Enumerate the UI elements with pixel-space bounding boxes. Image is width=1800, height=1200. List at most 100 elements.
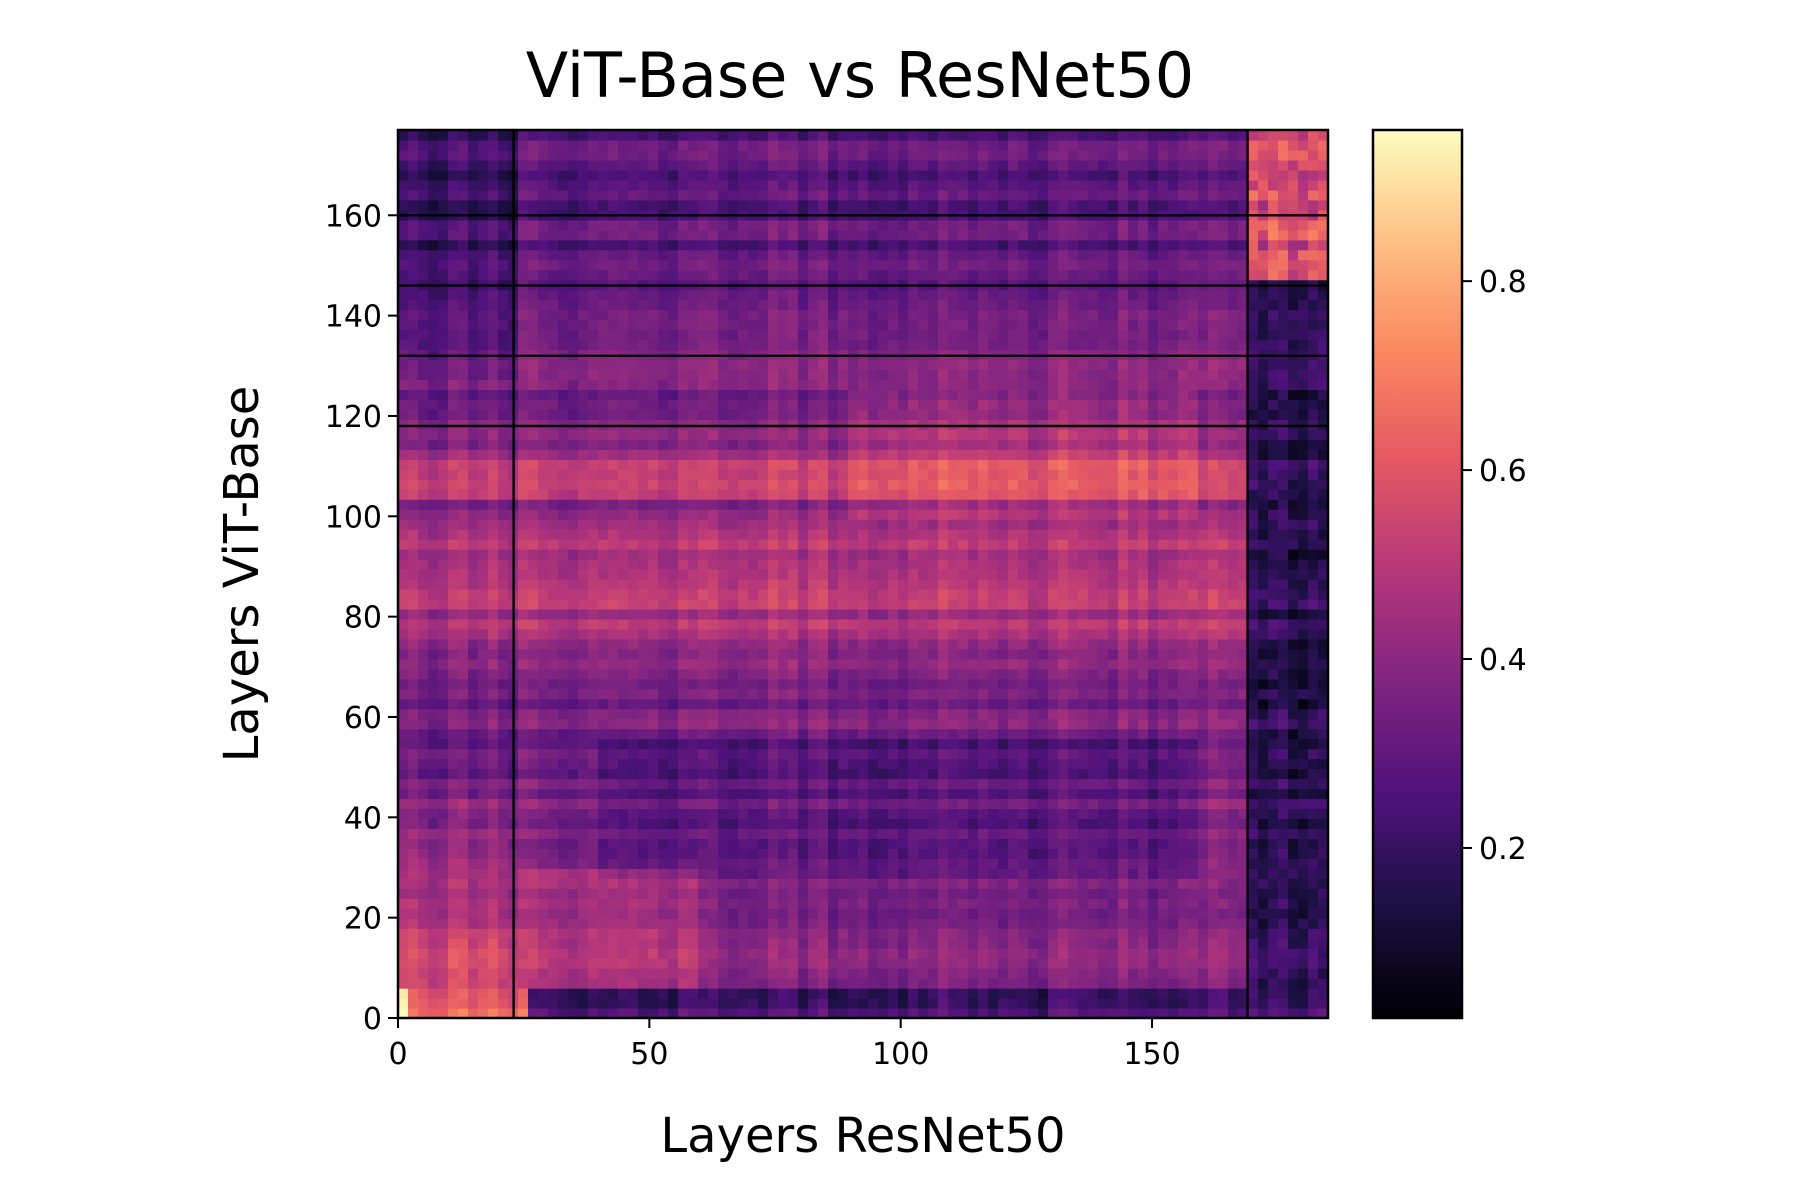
heatmap-cell [828, 668, 839, 680]
heatmap-cell [568, 798, 579, 810]
heatmap-cell [908, 968, 919, 979]
heatmap-cell [938, 938, 949, 949]
heatmap-cell [878, 738, 889, 750]
heatmap-cell [1078, 968, 1089, 979]
heatmap-cell [1278, 499, 1289, 510]
heatmap-cell [1078, 628, 1089, 640]
heatmap-cell [1098, 728, 1109, 740]
heatmap-cell [958, 618, 969, 630]
heatmap-cell [1188, 688, 1199, 700]
heatmap-cell [918, 618, 929, 630]
heatmap-cell [708, 838, 719, 849]
heatmap-cell [498, 738, 509, 750]
heatmap-cell [888, 778, 899, 790]
heatmap-cell [1208, 628, 1219, 640]
heatmap-cell [728, 968, 739, 979]
heatmap-cell [1088, 638, 1099, 650]
heatmap-cell [858, 578, 869, 590]
heatmap-cell [898, 818, 909, 830]
heatmap-cell [978, 618, 989, 630]
heatmap-cell [1188, 539, 1199, 550]
heatmap-cell [1158, 958, 1169, 969]
heatmap-cell [1058, 968, 1069, 979]
heatmap-cell [828, 818, 839, 830]
heatmap-cell [998, 588, 1009, 600]
heatmap-cell [1128, 1008, 1139, 1019]
heatmap-cell [1298, 678, 1309, 690]
heatmap-cell [1168, 529, 1179, 540]
heatmap-cell [1268, 529, 1279, 540]
heatmap-cell [928, 998, 939, 1009]
heatmap-cell [1298, 728, 1309, 740]
heatmap-cell [878, 928, 889, 939]
heatmap-cell [948, 668, 959, 680]
heatmap-cell [488, 958, 499, 969]
heatmap-cell [448, 489, 459, 500]
heatmap-cell [488, 968, 499, 979]
heatmap-cell [708, 588, 719, 600]
heatmap-cell [908, 628, 919, 640]
heatmap-cell [868, 529, 879, 540]
heatmap-cell [738, 838, 749, 849]
heatmap-cell [448, 638, 459, 650]
heatmap-cell [1278, 728, 1289, 740]
heatmap-cell [958, 838, 969, 849]
heatmap-cell [718, 768, 729, 780]
heatmap-cell [1058, 539, 1069, 550]
heatmap-cell [638, 858, 649, 869]
heatmap-cell [1108, 958, 1119, 969]
heatmap-cell [1038, 778, 1049, 790]
heatmap-cell [668, 559, 679, 570]
heatmap-cell [398, 638, 409, 650]
heatmap-cell [478, 958, 489, 969]
heatmap-cell [1088, 489, 1099, 500]
heatmap-cell [838, 509, 849, 520]
heatmap-cell [878, 588, 889, 600]
heatmap-cell [588, 968, 599, 979]
heatmap-cell [898, 918, 909, 929]
heatmap-cell [518, 968, 529, 979]
heatmap-cell [488, 569, 499, 580]
heatmap-cell [668, 748, 679, 760]
heatmap-cell [1278, 828, 1289, 840]
heatmap-cell [668, 988, 679, 999]
heatmap-cell [948, 578, 959, 590]
heatmap-cell [1298, 818, 1309, 830]
heatmap-cell [1088, 608, 1099, 620]
heatmap-cell [1258, 539, 1269, 550]
heatmap-cell [1088, 828, 1099, 840]
heatmap-cell [908, 958, 919, 969]
heatmap-cell [958, 798, 969, 810]
heatmap-cell [468, 898, 479, 909]
heatmap-cell [1158, 638, 1169, 650]
heatmap-cell [588, 569, 599, 580]
heatmap-cell [948, 1008, 959, 1019]
heatmap-cell [488, 838, 499, 849]
heatmap-cell [1238, 958, 1249, 969]
heatmap-cell [588, 598, 599, 610]
heatmap-cell [1218, 998, 1229, 1009]
heatmap-cell [768, 908, 779, 919]
heatmap-cell [1268, 898, 1279, 909]
heatmap-cell [938, 708, 949, 720]
heatmap-cell [678, 688, 689, 700]
heatmap-cell [1108, 818, 1119, 830]
heatmap-cell [898, 598, 909, 610]
heatmap-cell [768, 638, 779, 650]
heatmap-cell [408, 878, 419, 889]
heatmap-cell [1198, 519, 1209, 530]
heatmap-cell [438, 958, 449, 969]
heatmap-cell [588, 608, 599, 620]
heatmap-cell [898, 698, 909, 710]
heatmap-cell [1048, 638, 1059, 650]
heatmap-cell [898, 519, 909, 530]
heatmap-cell [1018, 778, 1029, 790]
heatmap-cell [438, 728, 449, 740]
heatmap-cell [1208, 539, 1219, 550]
heatmap-cell [908, 588, 919, 600]
heatmap-cell [988, 618, 999, 630]
heatmap-cell [1148, 658, 1159, 670]
heatmap-cell [408, 628, 419, 640]
heatmap-cell [458, 559, 469, 570]
heatmap-cell [758, 948, 769, 959]
